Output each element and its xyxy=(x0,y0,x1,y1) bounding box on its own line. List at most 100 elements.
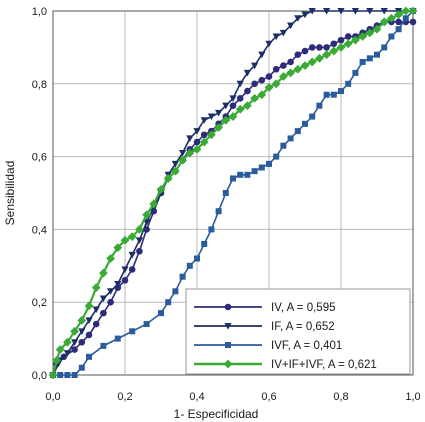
data-point xyxy=(136,247,143,255)
data-point xyxy=(158,310,164,317)
data-point xyxy=(135,225,144,234)
x-tick-label: 0,6 xyxy=(261,391,276,403)
data-point xyxy=(85,331,93,339)
data-point xyxy=(381,44,388,51)
data-point xyxy=(171,160,179,168)
x-axis-label: 1- Especificidad xyxy=(174,407,259,421)
data-point xyxy=(135,237,143,244)
y-axis-label: Sensibilidad xyxy=(3,161,17,226)
series-group xyxy=(48,6,418,380)
data-point xyxy=(337,36,345,44)
data-point xyxy=(52,356,61,365)
data-point xyxy=(71,372,78,378)
data-point xyxy=(359,58,366,65)
data-point xyxy=(106,254,115,263)
x-tick-label: 0,4 xyxy=(189,391,204,403)
data-point xyxy=(244,87,251,95)
legend-label: IV+IF+IVF, A = 0,621 xyxy=(271,359,377,371)
data-point xyxy=(215,109,223,117)
legend-box xyxy=(185,288,411,375)
data-point xyxy=(228,112,238,121)
data-point xyxy=(258,76,266,84)
data-point xyxy=(63,337,72,347)
data-point xyxy=(258,51,266,59)
data-point xyxy=(287,135,294,142)
data-point xyxy=(200,117,208,124)
data-point xyxy=(78,364,85,371)
data-point xyxy=(221,115,231,125)
data-point xyxy=(63,350,71,357)
data-point xyxy=(172,288,179,295)
data-point xyxy=(302,120,308,127)
data-point xyxy=(215,208,222,215)
data-point xyxy=(222,190,229,196)
legend: IV, A = 0,595 IF, A = 0,652 IVF, A = 0,401… xyxy=(185,288,411,375)
legend-label: IV, A = 0,595 xyxy=(271,302,336,314)
data-point xyxy=(171,166,180,176)
data-point xyxy=(156,184,166,194)
legend-item: IV+IF+IVF, A = 0,621 xyxy=(194,359,377,371)
data-point xyxy=(57,372,64,378)
data-point xyxy=(70,326,79,336)
data-point xyxy=(55,345,65,354)
data-point xyxy=(243,69,251,77)
data-point xyxy=(316,102,323,109)
data-point xyxy=(293,64,303,74)
data-point xyxy=(193,138,201,146)
legend-item: IF, A = 0,652 xyxy=(194,321,335,333)
data-point xyxy=(199,137,209,147)
data-point xyxy=(127,232,137,242)
data-point xyxy=(351,8,359,15)
data-point xyxy=(372,24,382,34)
data-point xyxy=(194,255,200,262)
data-point xyxy=(329,46,339,56)
data-point xyxy=(315,53,324,63)
data-point xyxy=(214,123,223,132)
data-point xyxy=(163,174,173,183)
data-point xyxy=(374,51,380,58)
data-point xyxy=(200,131,208,139)
data-point xyxy=(142,210,151,220)
data-point xyxy=(100,342,107,349)
data-point xyxy=(230,175,236,182)
data-point xyxy=(280,62,287,69)
data-point xyxy=(323,91,330,98)
data-point xyxy=(107,288,115,295)
data-point xyxy=(193,128,201,135)
data-point xyxy=(71,339,79,346)
data-point xyxy=(287,58,294,66)
y-tick-label: 0,0 xyxy=(32,370,47,382)
data-point xyxy=(330,40,338,48)
data-point xyxy=(294,15,302,22)
series-line xyxy=(53,10,414,376)
data-point xyxy=(64,372,71,378)
data-point xyxy=(279,72,288,81)
legend-label: IF, A = 0,652 xyxy=(271,321,335,333)
data-point xyxy=(395,18,402,26)
data-point xyxy=(86,353,92,360)
data-point xyxy=(251,80,258,88)
legend-marker xyxy=(225,342,231,348)
data-point xyxy=(273,153,280,160)
data-point xyxy=(251,62,259,70)
data-point xyxy=(128,251,136,259)
data-point xyxy=(266,160,272,167)
data-point xyxy=(77,316,87,325)
data-point xyxy=(366,8,374,15)
data-point xyxy=(301,47,309,55)
data-point xyxy=(192,144,202,154)
data-point xyxy=(257,90,267,100)
data-point xyxy=(179,273,186,280)
data-point xyxy=(185,148,195,158)
data-point xyxy=(114,281,122,288)
data-point xyxy=(323,8,331,15)
data-point xyxy=(352,69,359,76)
data-point xyxy=(409,18,417,26)
data-point xyxy=(408,6,418,16)
y-tick-label: 0,8 xyxy=(32,79,47,91)
data-point xyxy=(78,338,86,346)
data-point xyxy=(271,79,281,89)
x-tick-label: 0,0 xyxy=(45,391,60,403)
data-point xyxy=(99,268,108,278)
